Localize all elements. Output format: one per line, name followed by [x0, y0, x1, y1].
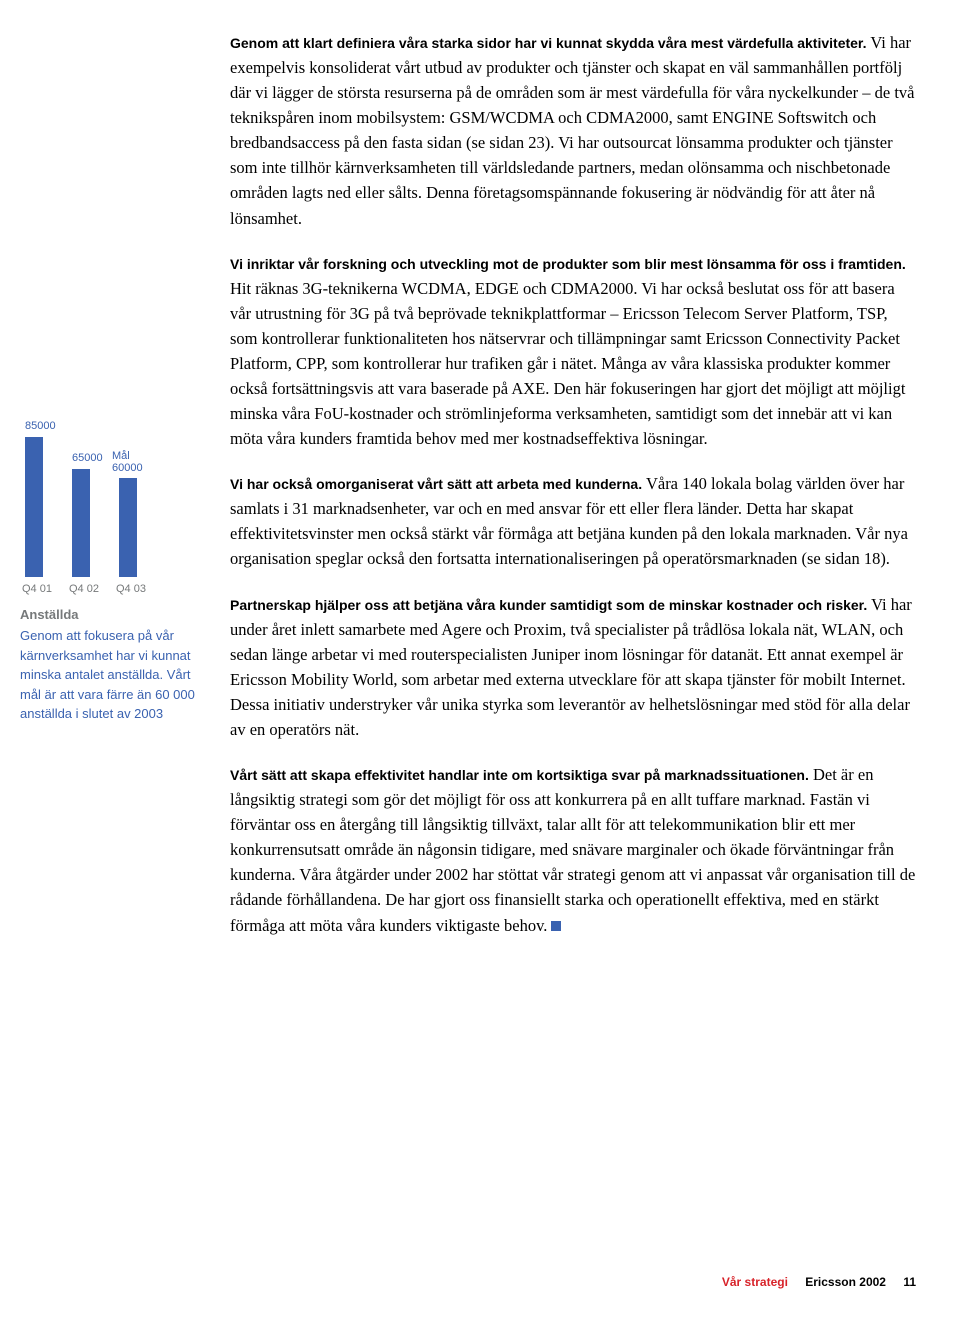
footer-page-number: 11	[903, 1275, 916, 1289]
sidebar: 85000 Q4 01 65000 Q4 02 Mål 60000 Q4 03 …	[20, 30, 230, 958]
bar-3	[119, 478, 137, 577]
bar-value-2: 65000	[72, 452, 112, 464]
lead-4: Partnerskap hjälper oss att betjäna våra…	[230, 597, 867, 613]
employees-bar-chart: 85000 Q4 01 65000 Q4 02 Mål 60000 Q4 03	[20, 420, 180, 595]
paragraph-5: Vårt sätt att skapa effektivitet handlar…	[230, 762, 916, 938]
paragraph-1: Genom att klart definiera våra starka si…	[230, 30, 916, 231]
bar-value-1: 85000	[25, 420, 65, 432]
body-4: Vi har under året inlett samarbete med A…	[230, 595, 912, 739]
body-5: Det är en långsiktig strategi som gör de…	[230, 765, 915, 934]
lead-1: Genom att klart definiera våra starka si…	[230, 35, 867, 51]
body-1: Vi har exempelvis konsoliderat vårt utbu…	[230, 33, 914, 228]
sidebar-chart-title: Anställda	[20, 607, 212, 622]
body-2: Hit räknas 3G-teknikerna WCDMA, EDGE och…	[230, 279, 905, 448]
page-layout: 85000 Q4 01 65000 Q4 02 Mål 60000 Q4 03 …	[0, 0, 960, 1018]
sidebar-chart-caption: Genom att fokusera på vår kärnverksamhet…	[20, 626, 212, 724]
paragraph-4: Partnerskap hjälper oss att betjäna våra…	[230, 592, 916, 742]
bar-xlabel-2: Q4 02	[69, 583, 109, 595]
paragraph-2: Vi inriktar vår forskning och utveckling…	[230, 251, 916, 452]
lead-2: Vi inriktar vår forskning och utveckling…	[230, 256, 906, 272]
bar-xlabel-1: Q4 01	[22, 583, 62, 595]
bar-1	[25, 437, 43, 577]
bar-xlabel-3: Q4 03	[116, 583, 156, 595]
bar-value-3: 60000	[112, 462, 152, 474]
end-marker-icon	[551, 921, 561, 931]
lead-3: Vi har också omorganiserat vårt sätt att…	[230, 476, 642, 492]
bar-2	[72, 469, 90, 577]
footer-section-name: Vår strategi	[722, 1275, 788, 1289]
lead-5: Vårt sätt att skapa effektivitet handlar…	[230, 767, 809, 783]
footer-company: Ericsson 2002	[805, 1275, 886, 1289]
paragraph-3: Vi har också omorganiserat vårt sätt att…	[230, 471, 916, 571]
page-footer: Vår strategi Ericsson 2002 11	[722, 1275, 916, 1289]
main-content: Genom att klart definiera våra starka si…	[230, 30, 916, 958]
